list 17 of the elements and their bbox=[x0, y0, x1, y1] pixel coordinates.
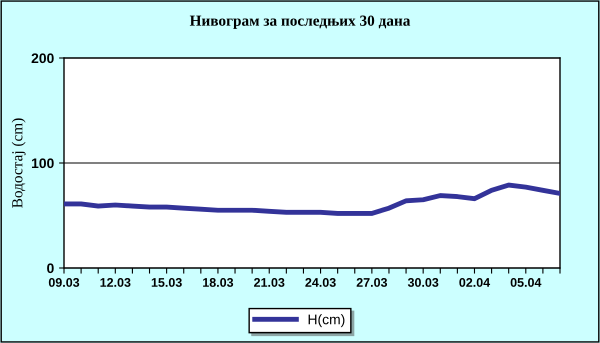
chart-title: Нивограм за последњих 30 дана bbox=[190, 16, 410, 29]
x-tick-label: 30.03 bbox=[408, 278, 438, 287]
y-tick-label: 0 bbox=[47, 263, 54, 274]
x-tick-label: 02.04 bbox=[459, 278, 490, 287]
line-series bbox=[64, 182, 560, 216]
y-tick-label: 100 bbox=[32, 158, 54, 168]
y-tick-label: 200 bbox=[32, 53, 54, 64]
x-tick-label: 21.03 bbox=[254, 278, 284, 287]
x-tick-label: 09.03 bbox=[48, 278, 80, 287]
x-tick-label: 12.03 bbox=[100, 278, 130, 287]
x-tick-label: 15.03 bbox=[152, 278, 182, 287]
x-tick-label: 18.03 bbox=[203, 278, 234, 287]
x-tick-label: 05.04 bbox=[510, 278, 542, 287]
legend-label: H(cm) bbox=[308, 314, 344, 328]
x-tick-label: 24.03 bbox=[305, 278, 336, 287]
y-axis-title: Водостај (cm) bbox=[12, 118, 26, 208]
x-tick-label: 27.03 bbox=[356, 278, 388, 287]
